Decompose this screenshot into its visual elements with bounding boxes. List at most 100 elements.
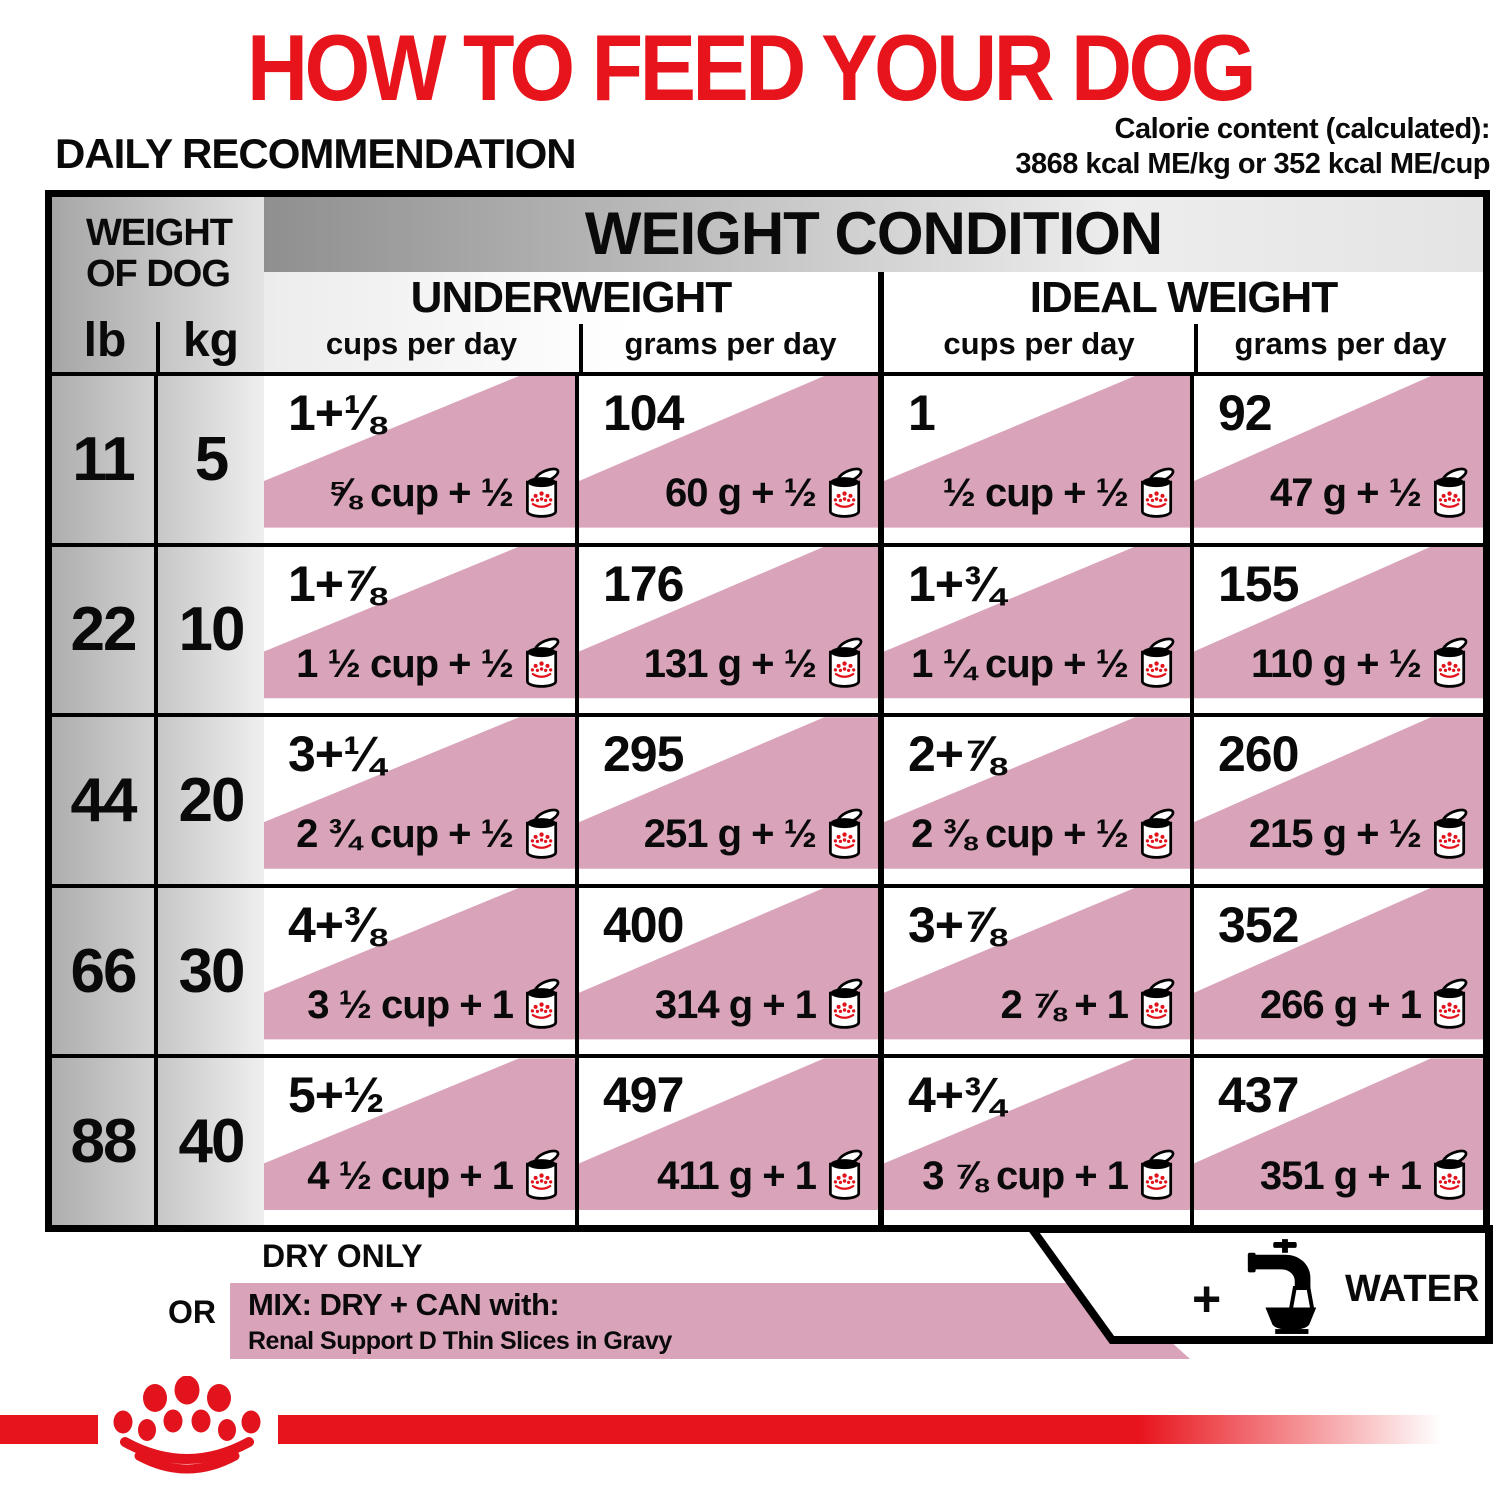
page-title: HOW TO FEED YOUR DOG [247,15,1257,120]
mix-value: 131 g + ½ [644,637,866,691]
mix-value: 251 g + ½ [644,808,866,862]
can-icon [824,467,866,521]
mix-value: 2 ¾ cup + ½ [296,808,563,862]
mix-value: 215 g + ½ [1249,808,1471,862]
mix-text: 3 ½ cup + 1 [307,982,514,1027]
weight-kg: 5 [158,376,264,543]
cell-underweight-grams: 176 131 g + ½ [579,546,884,714]
mix-value: 266 g + 1 [1260,978,1471,1032]
can-icon [1429,467,1471,521]
can-icon [1136,467,1178,521]
can-icon [1429,808,1471,862]
can-icon [1429,978,1471,1032]
mix-text: 215 g + ½ [1248,812,1422,857]
legend-mix-title: MIX: DRY + CAN with: [248,1287,560,1322]
legend-mix-subtitle: Renal Support D Thin Slices in Gravy [248,1327,672,1355]
mix-value: 2 ⅜ cup + ½ [911,808,1178,862]
mix-text: 131 g + ½ [643,641,817,686]
mix-text: 4 ½ cup + 1 [307,1153,514,1198]
cell-underweight-cups: 3+¼ 2 ¾ cup + ½ [264,717,579,884]
mix-text: 2 ¾ cup + ½ [296,812,514,857]
weight-condition-header: WEIGHT CONDITION UNDERWEIGHT cups per da… [264,197,1483,372]
cell-ideal-grams: 92 47 g + ½ [1194,376,1483,543]
mix-text: 411 g + 1 [657,1153,817,1198]
cell-underweight-cups: 1+⅛ ⅝ cup + ½ [264,376,579,543]
group-ideal-weight: IDEAL WEIGHT cups per day grams per day [884,272,1483,372]
can-icon [521,808,563,862]
cell-underweight-cups: 1+⅞ 1 ½ cup + ½ [264,546,579,714]
unit-kg: kg [182,314,239,367]
royal-canin-crown-logo [113,1376,261,1474]
lb-kg-divider [156,322,160,372]
can-icon [824,1149,866,1203]
can-icon [1136,637,1178,691]
mix-text: 60 g + ½ [665,471,817,516]
cell-underweight-cups: 5+½ 4 ½ cup + 1 [264,1058,579,1225]
weight-kg: 20 [158,717,264,884]
dry-value: 400 [603,896,684,953]
can-icon [1429,1149,1471,1203]
cell-ideal-grams: 352 266 g + 1 [1194,887,1483,1055]
mix-text: 2 ⅞ + 1 [1000,982,1129,1027]
cell-ideal-grams: 260 215 g + ½ [1194,717,1483,884]
table-row: 88 40 5+½ 4 ½ cup + 1 497 411 g + 1 [52,1054,1483,1225]
mix-value: ⅝ cup + ½ [327,467,563,521]
can-icon [824,978,866,1032]
weight-header-line1: WEIGHT [86,212,233,254]
can-icon [1136,1149,1178,1203]
dry-value: 92 [1218,385,1273,441]
calorie-line-2: 3868 kcal ME/kg or 352 kcal ME/cup [1015,147,1490,180]
mix-value: 2 ⅞ + 1 [1000,978,1178,1032]
group-underweight-label: UNDERWEIGHT [410,273,733,322]
condition-banner: WEIGHT CONDITION [264,197,1483,272]
mix-value: 3 ⅞ cup + 1 [922,1149,1178,1203]
cell-underweight-grams: 295 251 g + ½ [579,717,884,884]
mix-value: 1 ¼ cup + ½ [911,637,1178,691]
mix-text: 1 ½ cup + ½ [296,641,514,686]
cell-ideal-cups: 3+⅞ 2 ⅞ + 1 [884,887,1194,1055]
dry-value: 437 [1218,1067,1299,1124]
mix-text: 266 g + 1 [1259,982,1422,1027]
col-header-cups: cups per day [325,326,518,361]
col-header-cups: cups per day [943,326,1135,361]
dry-value: 1+⅞ [288,555,385,612]
water-faucet-icon [1247,1239,1317,1334]
can-icon [824,637,866,691]
brand-stripe-left [0,1415,98,1444]
weight-header-line2: OF DOG [86,253,231,295]
table-row: 11 5 1+⅛ ⅝ cup + ½ 104 60 g + ½ [52,372,1483,543]
weight-units-row: lb kg [52,316,264,372]
cell-ideal-cups: 1+¾ 1 ¼ cup + ½ [884,546,1194,714]
plus-sign: + [1192,1271,1222,1327]
dry-value: 155 [1218,555,1299,612]
cell-underweight-cups: 4+⅜ 3 ½ cup + 1 [264,887,579,1055]
can-icon [521,1149,563,1203]
dry-value: 1+¾ [908,555,1005,612]
mix-value: 47 g + ½ [1270,467,1471,521]
table-row: 44 20 3+¼ 2 ¾ cup + ½ 295 251 g + ½ [52,713,1483,884]
weight-of-dog-header: WEIGHT OF DOG lb kg [52,197,264,372]
col-header-grams: grams per day [579,324,878,372]
mix-value: 1 ½ cup + ½ [296,637,563,691]
mix-value: 4 ½ cup + 1 [307,1149,563,1203]
dry-value: 1 [908,385,936,441]
col-header-grams: grams per day [1194,324,1483,372]
weight-lb: 44 [52,717,158,884]
condition-groups: UNDERWEIGHT cups per day grams per day I… [264,272,1483,372]
mix-text: 3 ⅞ cup + 1 [922,1153,1129,1198]
can-icon [1136,978,1178,1032]
dry-value: 5+½ [288,1067,385,1124]
dry-value: 4+⅜ [288,896,385,953]
water-label: WATER [1345,1268,1480,1310]
mix-text: 110 g + ½ [1250,641,1422,686]
mix-text: 47 g + ½ [1270,471,1422,516]
mix-value: 3 ½ cup + 1 [307,978,563,1032]
mix-text: 251 g + ½ [643,812,817,857]
mix-text: 314 g + 1 [654,982,817,1027]
table-header: WEIGHT OF DOG lb kg WEIGHT CONDITION UND… [52,197,1483,372]
cell-ideal-cups: 1 ½ cup + ½ [884,376,1194,543]
mix-text: 1 ¼ cup + ½ [911,641,1129,686]
legend-or: OR [168,1294,216,1330]
calorie-content: Calorie content (calculated): 3868 kcal … [1015,112,1490,182]
cell-ideal-cups: 4+¾ 3 ⅞ cup + 1 [884,1058,1194,1225]
